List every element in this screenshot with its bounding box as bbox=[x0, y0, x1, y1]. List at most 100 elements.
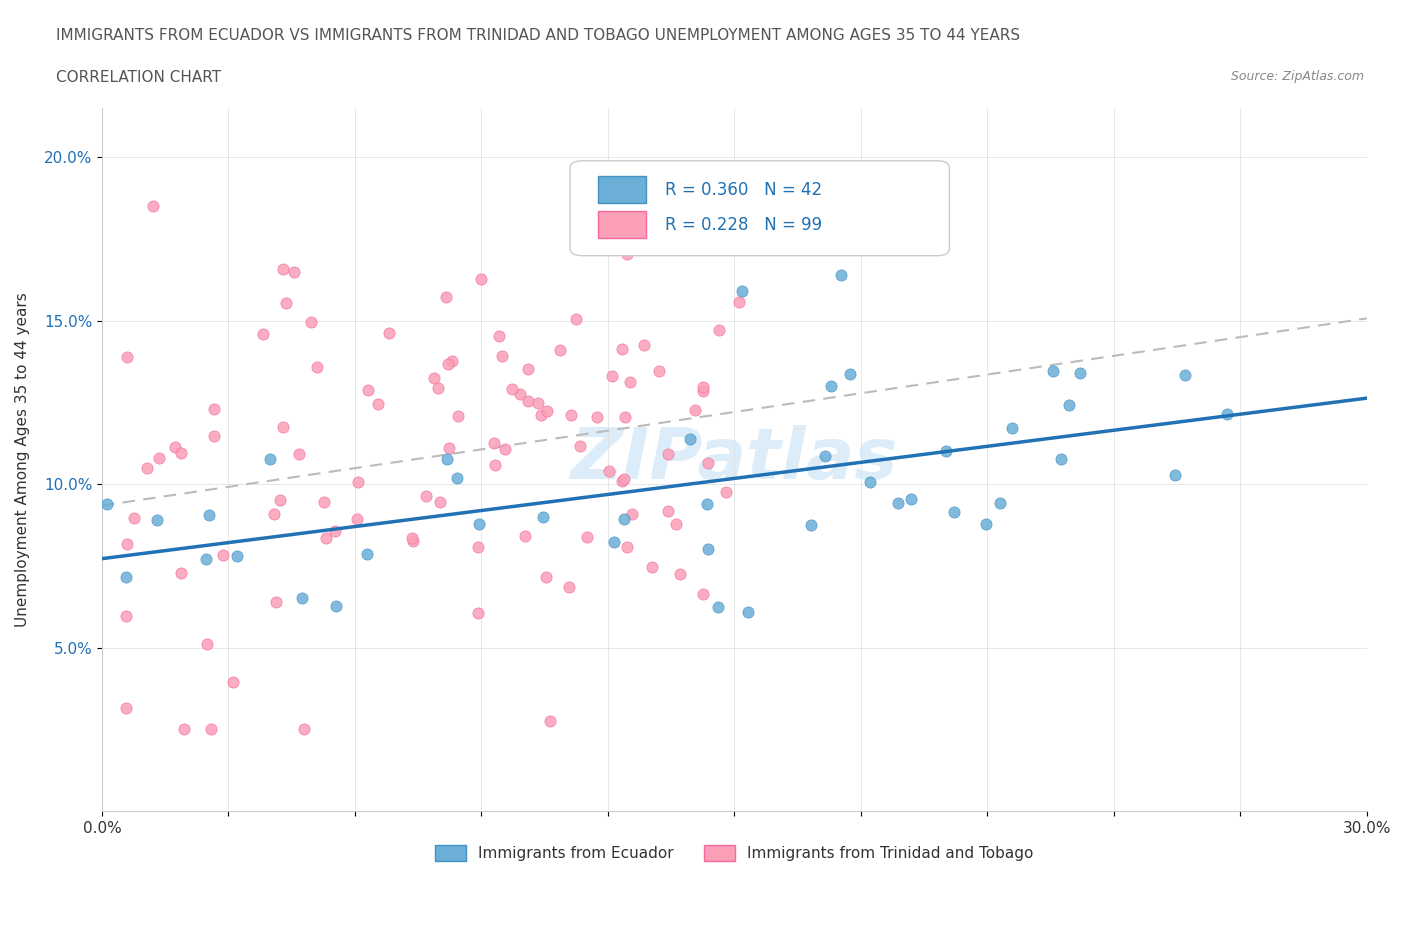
Point bbox=[467, 539, 489, 554]
Point bbox=[1174, 367, 1197, 382]
Point bbox=[1050, 451, 1073, 466]
Point bbox=[1069, 365, 1091, 380]
Text: CORRELATION CHART: CORRELATION CHART bbox=[56, 70, 221, 85]
Point bbox=[482, 436, 505, 451]
Point bbox=[575, 529, 598, 544]
Point bbox=[679, 432, 702, 446]
Point bbox=[538, 714, 561, 729]
Point bbox=[312, 495, 335, 510]
Point bbox=[170, 565, 193, 580]
Y-axis label: Unemployment Among Ages 35 to 44 years: Unemployment Among Ages 35 to 44 years bbox=[15, 292, 30, 627]
Point bbox=[96, 497, 118, 512]
Point bbox=[612, 473, 634, 488]
Point bbox=[429, 495, 451, 510]
Point bbox=[197, 636, 219, 651]
Point bbox=[271, 262, 294, 277]
Point bbox=[548, 342, 571, 357]
Point bbox=[669, 567, 692, 582]
Point bbox=[148, 451, 170, 466]
Point bbox=[252, 326, 274, 341]
Point bbox=[436, 289, 458, 304]
Point bbox=[568, 439, 591, 454]
Point bbox=[202, 402, 225, 417]
Point bbox=[1216, 407, 1239, 422]
Text: Source: ZipAtlas.com: Source: ZipAtlas.com bbox=[1230, 70, 1364, 83]
Point bbox=[696, 541, 718, 556]
Point bbox=[115, 569, 138, 584]
Point bbox=[301, 314, 323, 329]
Point bbox=[1001, 421, 1024, 436]
Point bbox=[115, 700, 138, 715]
Point bbox=[613, 410, 636, 425]
Point bbox=[488, 328, 510, 343]
Point bbox=[988, 496, 1011, 511]
Point bbox=[439, 441, 461, 456]
Point bbox=[613, 472, 636, 486]
Point bbox=[737, 604, 759, 619]
Point bbox=[616, 540, 638, 555]
Point bbox=[621, 507, 644, 522]
Point bbox=[124, 511, 146, 525]
Point bbox=[470, 272, 492, 286]
Point bbox=[800, 517, 823, 532]
Point bbox=[530, 407, 553, 422]
Point bbox=[274, 296, 297, 311]
Point bbox=[692, 379, 714, 394]
Point bbox=[600, 368, 623, 383]
Point bbox=[706, 600, 728, 615]
Point bbox=[839, 366, 862, 381]
Point bbox=[565, 312, 588, 326]
Point bbox=[943, 504, 966, 519]
Point bbox=[513, 529, 536, 544]
Text: IMMIGRANTS FROM ECUADOR VS IMMIGRANTS FROM TRINIDAD AND TOBAGO UNEMPLOYMENT AMON: IMMIGRANTS FROM ECUADOR VS IMMIGRANTS FR… bbox=[56, 28, 1021, 43]
Point bbox=[440, 354, 463, 369]
Point bbox=[259, 452, 281, 467]
Point bbox=[731, 284, 754, 299]
Point bbox=[211, 547, 233, 562]
Point bbox=[423, 370, 446, 385]
Point bbox=[315, 530, 337, 545]
Point bbox=[163, 440, 186, 455]
Text: R = 0.228   N = 99: R = 0.228 N = 99 bbox=[665, 216, 823, 233]
Point bbox=[692, 383, 714, 398]
Point bbox=[1042, 364, 1064, 379]
Point bbox=[648, 364, 671, 379]
Bar bbox=[598, 211, 645, 238]
Point bbox=[402, 533, 425, 548]
Point bbox=[200, 722, 222, 737]
Point bbox=[264, 594, 287, 609]
Point bbox=[633, 338, 655, 352]
Point bbox=[534, 569, 557, 584]
Point bbox=[509, 387, 531, 402]
Point bbox=[603, 535, 626, 550]
Point bbox=[356, 547, 378, 562]
Point bbox=[612, 512, 634, 526]
Point bbox=[269, 492, 291, 507]
Point bbox=[426, 380, 449, 395]
Point bbox=[142, 199, 165, 214]
Point bbox=[657, 446, 679, 461]
Point bbox=[367, 397, 389, 412]
Point bbox=[170, 445, 193, 460]
Point bbox=[447, 408, 470, 423]
Point bbox=[325, 598, 347, 613]
Point bbox=[830, 268, 852, 283]
Point bbox=[887, 495, 910, 510]
Point bbox=[468, 517, 491, 532]
Point bbox=[610, 342, 633, 357]
Point bbox=[557, 579, 579, 594]
Point bbox=[467, 605, 489, 620]
Point bbox=[641, 559, 664, 574]
Point bbox=[346, 512, 368, 526]
Point bbox=[323, 524, 346, 538]
Point bbox=[288, 447, 311, 462]
Point bbox=[271, 419, 294, 434]
FancyBboxPatch shape bbox=[569, 161, 949, 256]
Point bbox=[900, 492, 922, 507]
Point bbox=[731, 206, 754, 220]
Point bbox=[616, 246, 638, 261]
Point bbox=[664, 516, 686, 531]
Point bbox=[484, 458, 506, 472]
Point bbox=[494, 442, 516, 457]
Point bbox=[263, 507, 285, 522]
